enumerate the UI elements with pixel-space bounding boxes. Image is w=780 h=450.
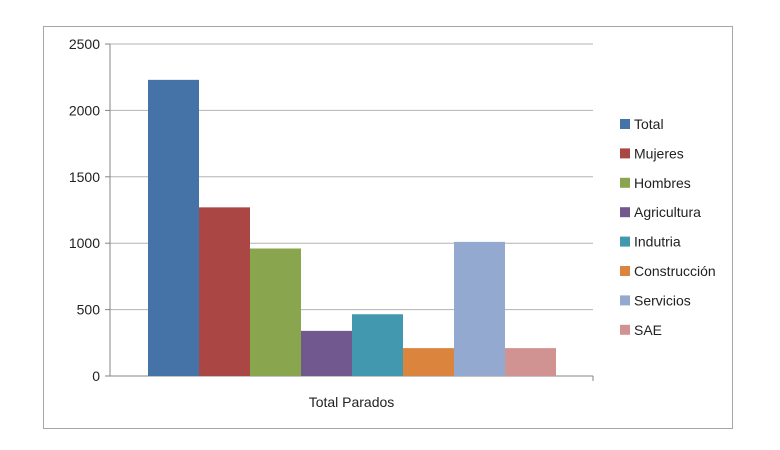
bar-total bbox=[148, 79, 199, 376]
bar-construcción bbox=[403, 348, 454, 376]
y-tick-label: 2000 bbox=[69, 102, 100, 118]
legend-entry: Hombres bbox=[634, 175, 691, 191]
chart-frame: 0 500 1000 1500 2000 2500 Total Parados Total… bbox=[43, 26, 733, 429]
legend-entry: Agricultura bbox=[634, 204, 701, 220]
legend-swatch bbox=[620, 148, 630, 159]
bar-servicios bbox=[454, 241, 505, 376]
legend-swatch bbox=[620, 207, 630, 218]
x-category-labels: Total Parados bbox=[309, 394, 395, 410]
legend-entry: SAE bbox=[634, 322, 662, 338]
bar-indutria bbox=[352, 314, 403, 376]
bar-sae bbox=[505, 348, 556, 376]
x-category-label: Total Parados bbox=[309, 394, 395, 410]
bar-chart: 0 500 1000 1500 2000 2500 Total Parados Total… bbox=[69, 36, 716, 410]
legend-swatch bbox=[620, 236, 630, 247]
legend-swatch bbox=[620, 324, 630, 335]
legend-entry: Total bbox=[634, 116, 664, 132]
y-tick-label: 0 bbox=[92, 368, 100, 384]
y-tick-label: 2500 bbox=[69, 36, 100, 52]
y-tick-label: 1500 bbox=[69, 169, 100, 185]
legend-entry: Servicios bbox=[634, 292, 691, 308]
y-tick-label: 500 bbox=[77, 302, 101, 318]
y-tick-label: 1000 bbox=[69, 235, 100, 251]
legend-swatch bbox=[620, 119, 630, 129]
legend: Total Mujeres Hombres Agricultura Indutria Co… bbox=[620, 116, 716, 338]
legend-entry: Construcción bbox=[634, 263, 716, 279]
bar-agricultura bbox=[301, 330, 352, 376]
bar-mujeres bbox=[199, 207, 250, 376]
legend-entry: Mujeres bbox=[634, 145, 684, 161]
legend-swatch bbox=[620, 295, 630, 306]
legend-swatch bbox=[620, 266, 630, 276]
y-tick-labels: 0 500 1000 1500 2000 2500 bbox=[69, 36, 100, 384]
bars bbox=[148, 79, 556, 376]
legend-swatch bbox=[620, 177, 630, 188]
bar-hombres bbox=[250, 248, 301, 376]
legend-entry: Indutria bbox=[634, 234, 681, 250]
